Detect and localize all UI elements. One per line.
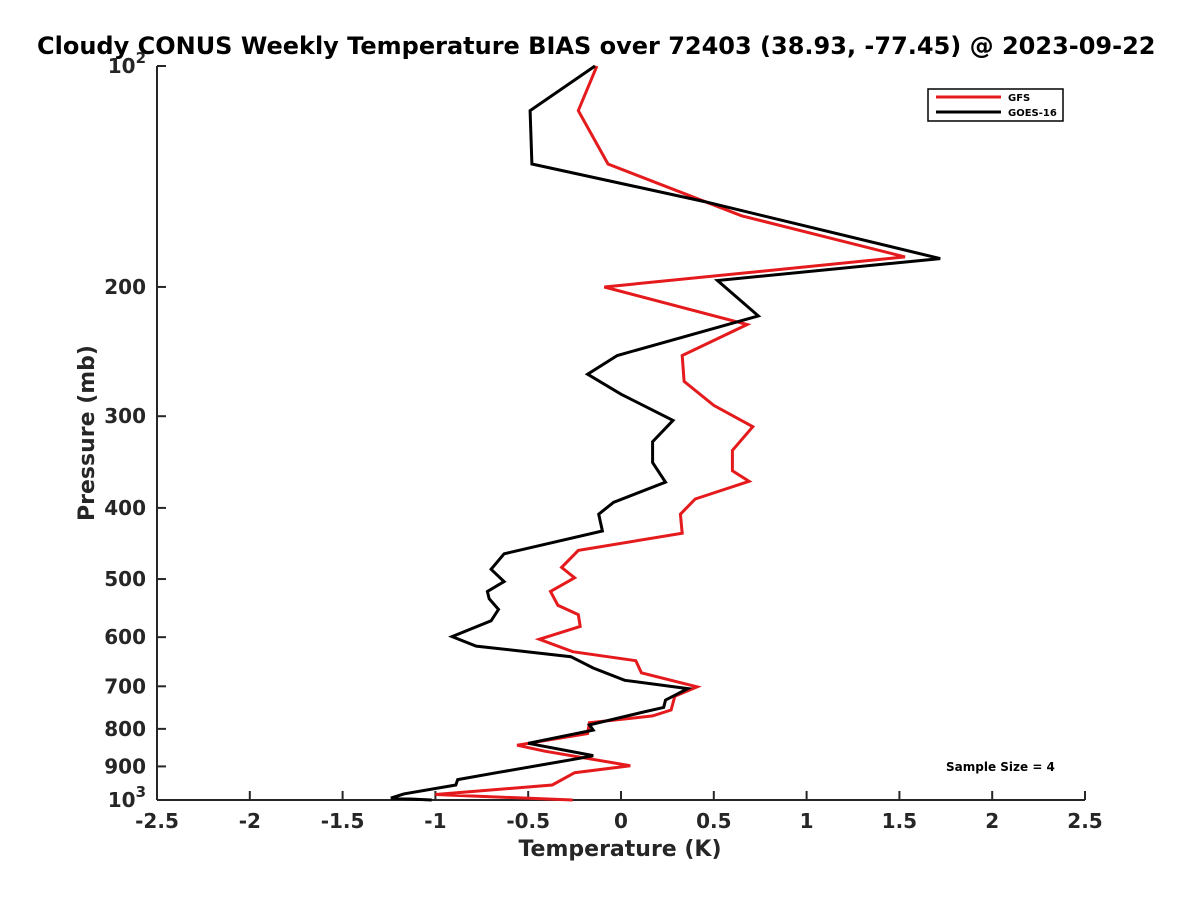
y-tick-label: 102	[108, 49, 146, 78]
legend: GFS GOES-16	[927, 88, 1064, 122]
y-tick-label: 200	[104, 275, 146, 299]
y-axis-title: Pressure (mb)	[75, 345, 100, 521]
x-tick-label: 0.5	[696, 809, 731, 833]
legend-label-goes16: GOES-16	[1008, 108, 1057, 119]
y-tick-label: 700	[104, 674, 146, 698]
y-tick-label: 500	[104, 567, 146, 591]
x-tick-label: -0.5	[506, 809, 550, 833]
x-tick-label: -1.5	[321, 809, 365, 833]
y-tick-label: 300	[104, 404, 146, 428]
y-tick-label: 800	[104, 717, 146, 741]
y-tick-label: 900	[104, 754, 146, 778]
x-tick-label: -1	[424, 809, 446, 833]
sample-size-annotation: Sample Size = 4	[946, 760, 1055, 774]
x-tick-label: -2.5	[135, 809, 179, 833]
plot-area: -2.5 -2 -1.5 -1 -0.5 0 0.5 1 1.5 2 2.5 102 200 300 400…	[104, 49, 1102, 833]
series-line-goes-16	[390, 64, 941, 802]
x-tick-label: 2.5	[1067, 809, 1102, 833]
x-tick-label: 0	[614, 809, 628, 833]
x-tick-label: 1.5	[882, 809, 917, 833]
series-line-gfs	[435, 65, 906, 802]
x-tick-label: 1	[800, 809, 814, 833]
y-tick-label: 400	[104, 496, 146, 520]
x-tick-label: -2	[239, 809, 261, 833]
legend-label-gfs: GFS	[1008, 93, 1030, 104]
x-tick-label: 2	[985, 809, 999, 833]
x-axis-title: Temperature (K)	[518, 837, 721, 862]
y-tick-label: 600	[104, 625, 146, 649]
legend-box	[927, 88, 1064, 122]
chart-title: Cloudy CONUS Weekly Temperature BIAS ove…	[37, 32, 1155, 60]
y-tick-label: 103	[108, 783, 146, 812]
